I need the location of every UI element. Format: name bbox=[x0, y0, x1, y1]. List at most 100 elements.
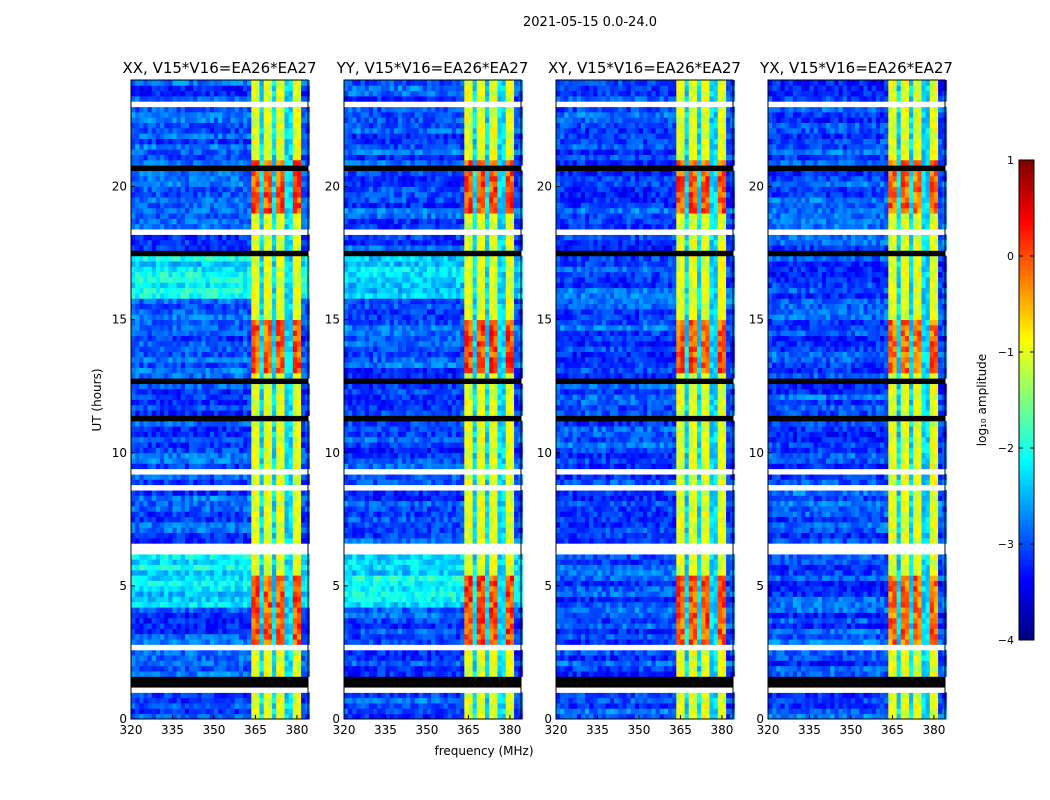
heatmap-cell bbox=[143, 521, 148, 528]
heatmap-cell bbox=[381, 665, 386, 672]
heatmap-cell bbox=[209, 426, 215, 432]
heatmap-cell bbox=[402, 697, 407, 704]
heatmap-cell bbox=[280, 692, 285, 699]
heatmap-cell bbox=[238, 703, 244, 709]
heatmap-cell bbox=[263, 500, 269, 507]
heatmap-cell bbox=[226, 181, 231, 187]
heatmap-cell bbox=[213, 410, 219, 416]
heatmap-cell bbox=[151, 404, 157, 411]
heatmap-cell bbox=[276, 564, 281, 571]
heatmap-cell bbox=[189, 697, 194, 704]
heatmap-cell bbox=[176, 149, 182, 155]
heatmap-cell bbox=[205, 516, 211, 523]
heatmap-cell bbox=[284, 436, 290, 443]
heatmap-cell bbox=[168, 324, 173, 331]
heatmap-cell bbox=[147, 346, 153, 352]
heatmap-cell bbox=[147, 612, 153, 619]
heatmap-cell bbox=[197, 516, 202, 523]
heatmap-cell bbox=[222, 95, 227, 102]
heatmap-cell bbox=[280, 261, 285, 267]
heatmap-cell bbox=[247, 223, 252, 230]
heatmap-cell bbox=[292, 394, 298, 400]
heatmap-cell bbox=[197, 559, 202, 565]
heatmap-cell bbox=[205, 426, 211, 432]
heatmap-cell bbox=[184, 394, 190, 400]
heatmap-cell bbox=[364, 713, 370, 720]
heatmap-cell bbox=[296, 655, 302, 661]
heatmap-cell bbox=[251, 122, 256, 129]
heatmap-cell bbox=[184, 223, 190, 230]
heatmap-cell bbox=[247, 527, 252, 534]
heatmap-cell bbox=[230, 223, 236, 230]
heatmap-cell bbox=[209, 138, 215, 145]
heatmap-cell bbox=[151, 324, 157, 331]
heatmap-cell bbox=[276, 170, 281, 177]
heatmap-cell bbox=[292, 117, 298, 123]
heatmap-cell bbox=[247, 474, 252, 480]
heatmap-cell bbox=[205, 559, 211, 565]
heatmap-cell bbox=[284, 266, 290, 273]
heatmap-cell bbox=[292, 697, 298, 704]
heatmap-cell bbox=[180, 447, 186, 454]
heatmap-cell bbox=[164, 186, 169, 193]
heatmap-cell bbox=[180, 271, 186, 278]
heatmap-cell bbox=[209, 106, 215, 113]
heatmap-cell bbox=[189, 569, 194, 576]
heatmap-cell bbox=[267, 420, 273, 427]
heatmap-cell bbox=[180, 703, 186, 709]
heatmap-cell bbox=[272, 394, 277, 400]
heatmap-cell bbox=[234, 271, 240, 278]
heatmap-cell bbox=[480, 665, 486, 672]
heatmap-cell bbox=[193, 537, 198, 544]
heatmap-cell bbox=[205, 218, 211, 225]
heatmap-cell bbox=[238, 239, 244, 246]
heatmap-cell bbox=[272, 431, 277, 438]
heatmap-cell bbox=[189, 388, 194, 395]
heatmap-cell bbox=[218, 277, 223, 283]
heatmap-cell bbox=[218, 708, 223, 715]
heatmap-cell bbox=[139, 692, 144, 699]
heatmap-cell bbox=[143, 532, 148, 539]
heatmap-cell bbox=[284, 511, 290, 518]
heatmap-cell bbox=[213, 655, 219, 661]
heatmap-cell bbox=[176, 245, 182, 251]
heatmap-cell bbox=[209, 261, 215, 267]
heatmap-cell bbox=[364, 671, 370, 677]
heatmap-cell bbox=[176, 308, 182, 315]
heatmap-cell bbox=[280, 314, 285, 321]
heatmap-cell bbox=[164, 442, 169, 448]
heatmap-cell bbox=[205, 708, 211, 715]
heatmap-cell bbox=[259, 181, 265, 187]
heatmap-cell bbox=[263, 314, 269, 321]
heatmap-cell bbox=[259, 367, 265, 374]
heatmap-cell bbox=[147, 261, 153, 267]
heatmap-cell bbox=[172, 596, 178, 603]
heatmap-cell bbox=[243, 495, 248, 502]
heatmap-cell bbox=[234, 442, 240, 448]
heatmap-cell bbox=[176, 692, 182, 699]
heatmap-cell bbox=[189, 511, 194, 518]
heatmap-cell bbox=[393, 660, 399, 667]
heatmap-cell bbox=[472, 708, 478, 715]
heatmap-cell bbox=[267, 660, 273, 667]
heatmap-cell bbox=[209, 580, 215, 587]
heatmap-cell bbox=[292, 426, 298, 432]
heatmap-cell bbox=[143, 181, 148, 187]
heatmap-cell bbox=[155, 463, 161, 470]
heatmap-cell bbox=[139, 277, 144, 283]
heatmap-cell bbox=[147, 537, 153, 544]
heatmap-cell bbox=[139, 266, 144, 273]
heatmap-cell bbox=[139, 80, 144, 86]
heatmap-cell bbox=[139, 628, 144, 635]
heatmap-cell bbox=[189, 330, 194, 336]
heatmap-cell bbox=[147, 420, 153, 427]
heatmap-cell bbox=[139, 383, 144, 390]
heatmap-cell bbox=[263, 346, 269, 352]
heatmap-cell bbox=[284, 628, 290, 635]
heatmap-cell bbox=[184, 420, 190, 427]
heatmap-cell bbox=[168, 463, 173, 470]
heatmap-cell bbox=[284, 569, 290, 576]
heatmap-cell bbox=[189, 655, 194, 661]
heatmap-cell bbox=[238, 351, 244, 358]
heatmap-cell bbox=[209, 122, 215, 129]
